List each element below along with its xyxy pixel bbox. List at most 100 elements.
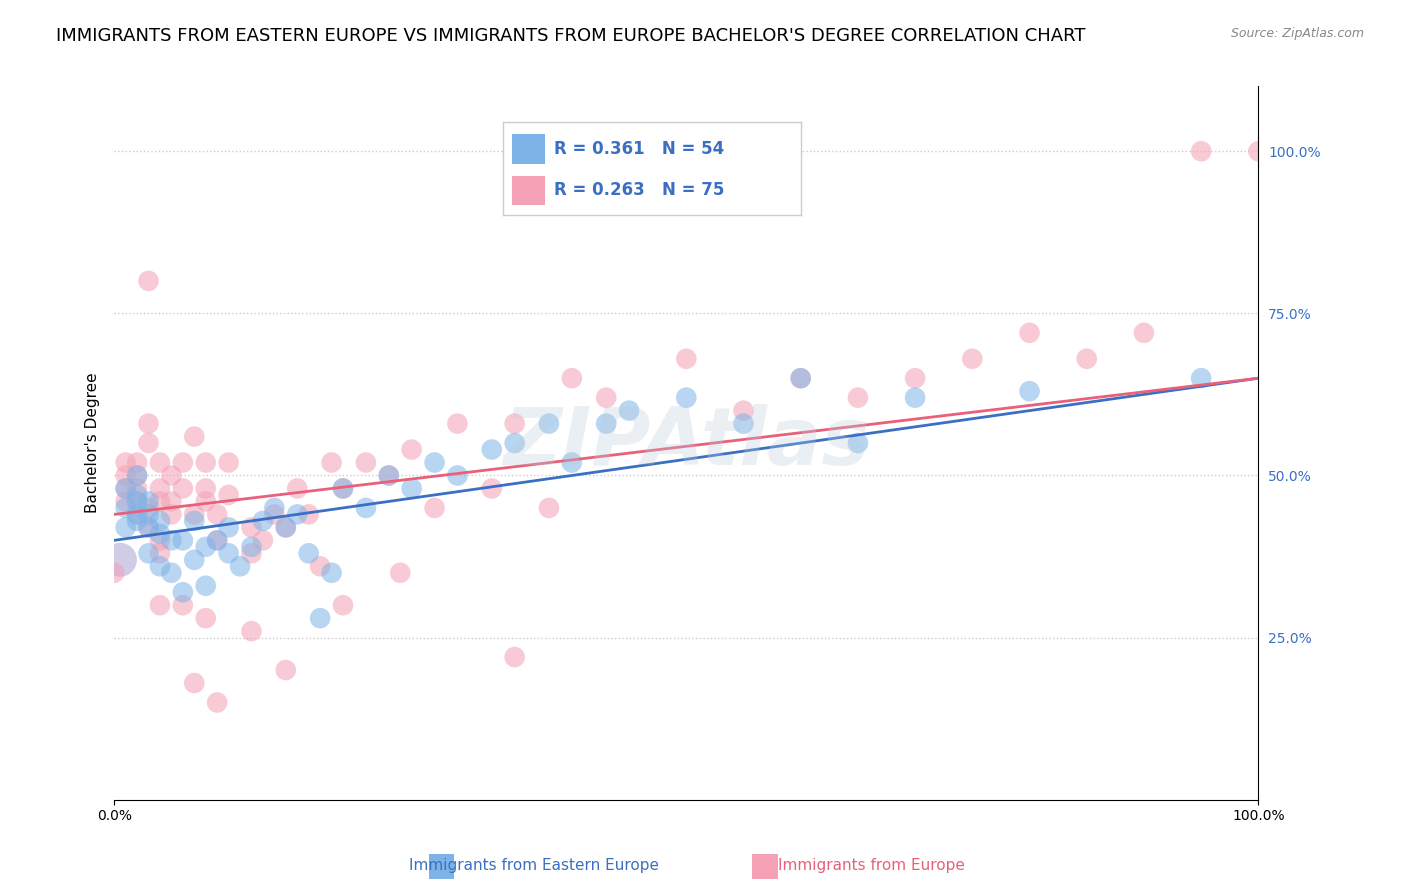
Point: [149, 482, 172, 496]
Point: [561, 371, 583, 385]
Point: [354, 500, 377, 515]
Point: [205, 696, 228, 710]
Point: [194, 611, 217, 625]
Text: ZIPAtlas: ZIPAtlas: [503, 404, 869, 482]
Point: [108, 553, 131, 567]
Point: [675, 391, 697, 405]
Point: [149, 559, 172, 574]
Point: [309, 559, 332, 574]
Text: Source: ZipAtlas.com: Source: ZipAtlas.com: [1230, 27, 1364, 40]
Point: [218, 488, 240, 502]
Point: [114, 500, 136, 515]
Point: [298, 546, 321, 560]
Point: [205, 508, 228, 522]
Point: [354, 456, 377, 470]
Point: [904, 391, 927, 405]
Point: [194, 579, 217, 593]
Point: [194, 494, 217, 508]
Point: [240, 546, 263, 560]
Point: [423, 456, 446, 470]
Point: [160, 533, 183, 548]
Point: [138, 520, 160, 534]
Point: [125, 494, 148, 508]
Point: [378, 468, 401, 483]
Point: [125, 468, 148, 483]
Point: [240, 540, 263, 554]
Point: [309, 611, 332, 625]
Point: [285, 508, 308, 522]
Point: [263, 508, 285, 522]
Point: [194, 456, 217, 470]
Point: [125, 488, 148, 502]
Point: [149, 533, 172, 548]
Point: [321, 456, 343, 470]
Point: [205, 533, 228, 548]
Point: [252, 514, 274, 528]
Point: [229, 559, 252, 574]
Point: [138, 500, 160, 515]
Point: [274, 520, 297, 534]
Point: [561, 456, 583, 470]
Point: [149, 456, 172, 470]
Point: [205, 533, 228, 548]
Point: [423, 500, 446, 515]
Point: [240, 624, 263, 639]
Point: [503, 417, 526, 431]
Point: [125, 456, 148, 470]
Point: [172, 456, 194, 470]
Point: [138, 274, 160, 288]
Point: [172, 585, 194, 599]
Point: [160, 494, 183, 508]
Point: [846, 436, 869, 450]
Point: [218, 546, 240, 560]
Point: [332, 482, 354, 496]
Point: [218, 520, 240, 534]
Point: [1076, 351, 1098, 366]
Point: [1247, 145, 1270, 159]
Point: [114, 482, 136, 496]
Point: [263, 500, 285, 515]
Point: [274, 520, 297, 534]
Point: [401, 442, 423, 457]
Point: [138, 546, 160, 560]
Point: [183, 553, 205, 567]
Point: [332, 482, 354, 496]
Point: [962, 351, 984, 366]
Point: [138, 436, 160, 450]
Point: [846, 391, 869, 405]
Point: [149, 546, 172, 560]
Point: [218, 456, 240, 470]
Point: [138, 508, 160, 522]
Point: [446, 468, 468, 483]
Point: [378, 468, 401, 483]
Point: [114, 456, 136, 470]
Point: [114, 520, 136, 534]
Point: [332, 598, 354, 612]
Point: [446, 417, 468, 431]
Point: [285, 482, 308, 496]
Point: [183, 429, 205, 443]
Point: [149, 526, 172, 541]
Text: IMMIGRANTS FROM EASTERN EUROPE VS IMMIGRANTS FROM EUROPE BACHELOR'S DEGREE CORRE: IMMIGRANTS FROM EASTERN EUROPE VS IMMIGR…: [56, 27, 1085, 45]
Point: [149, 514, 172, 528]
Point: [172, 598, 194, 612]
Point: [675, 351, 697, 366]
Point: [125, 508, 148, 522]
Point: [114, 494, 136, 508]
Point: [114, 468, 136, 483]
Point: [103, 566, 125, 580]
Point: [160, 468, 183, 483]
Point: [1189, 145, 1212, 159]
Point: [537, 500, 560, 515]
Point: [149, 598, 172, 612]
Point: [114, 482, 136, 496]
Point: [183, 676, 205, 690]
Point: [1189, 371, 1212, 385]
Point: [183, 508, 205, 522]
Point: [537, 417, 560, 431]
Point: [733, 403, 755, 417]
Point: [149, 494, 172, 508]
Point: [481, 482, 503, 496]
Point: [481, 442, 503, 457]
Point: [904, 371, 927, 385]
